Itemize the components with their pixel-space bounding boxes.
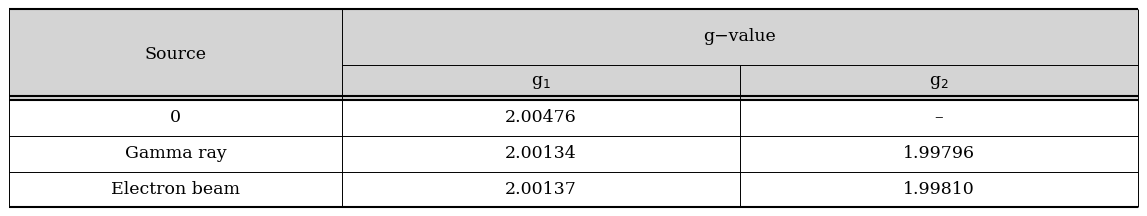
Text: 1.99810: 1.99810	[903, 181, 975, 198]
Bar	[740, 136, 1138, 172]
Bar	[740, 172, 1138, 207]
Bar	[342, 172, 740, 207]
Bar	[9, 172, 342, 207]
Bar	[342, 100, 740, 136]
Text: 2.00476: 2.00476	[505, 110, 577, 126]
Bar	[740, 65, 1138, 100]
Text: –: –	[935, 110, 943, 126]
Text: g$_1$: g$_1$	[531, 74, 551, 91]
Text: g−value: g−value	[703, 29, 777, 45]
Text: Source: Source	[145, 46, 206, 63]
Bar	[342, 9, 1138, 65]
Bar	[9, 136, 342, 172]
Text: 2.00137: 2.00137	[505, 181, 577, 198]
Text: g$_2$: g$_2$	[929, 74, 949, 91]
Bar	[740, 100, 1138, 136]
Bar	[9, 100, 342, 136]
Bar	[9, 9, 342, 65]
Bar	[342, 65, 740, 100]
Bar	[9, 65, 342, 100]
Bar	[342, 136, 740, 172]
Text: Gamma ray: Gamma ray	[125, 145, 226, 162]
Text: 0: 0	[170, 110, 181, 126]
Text: 1.99796: 1.99796	[903, 145, 975, 162]
Text: Electron beam: Electron beam	[111, 181, 240, 198]
Text: 2.00134: 2.00134	[505, 145, 577, 162]
